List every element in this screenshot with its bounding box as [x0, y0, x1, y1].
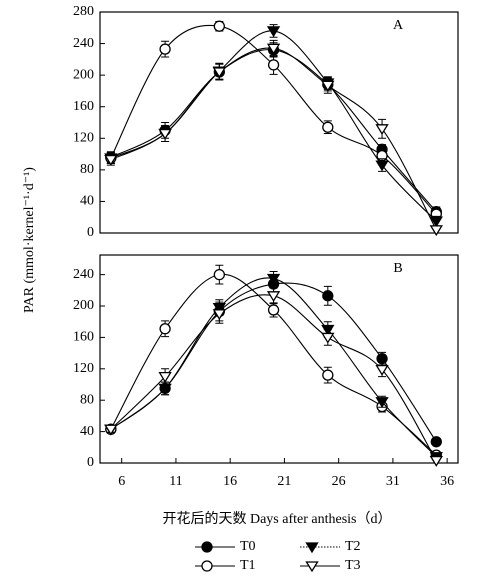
x-tick-label: 31 — [386, 474, 400, 489]
plot-frame — [99, 254, 459, 464]
x-axis-label: 开花后的天数 Days after anthesis（d） — [162, 511, 391, 527]
y-tick-label: 0 — [87, 225, 94, 240]
x-tick-label: 36 — [440, 474, 454, 489]
data-point — [266, 43, 281, 55]
y-tick-label: 200 — [73, 67, 94, 82]
data-point — [104, 154, 118, 166]
data-point — [267, 304, 280, 316]
y-tick-label: 80 — [80, 392, 94, 407]
y-tick-label: 200 — [73, 298, 94, 313]
data-point — [430, 436, 442, 448]
x-tick-label: 6 — [118, 474, 125, 489]
data-point — [213, 268, 225, 281]
series-line — [110, 47, 437, 231]
x-tick-label: 21 — [277, 474, 291, 489]
data-point — [158, 128, 172, 140]
panel-label: A — [393, 18, 404, 33]
legend-marker — [305, 542, 319, 554]
data-point — [375, 160, 389, 172]
data-point — [267, 59, 280, 71]
data-point — [429, 455, 443, 467]
data-point — [375, 364, 389, 376]
legend-label: T0 — [240, 539, 256, 554]
y-tick-label: 160 — [73, 330, 94, 345]
data-point — [212, 309, 226, 321]
y-tick-label: 120 — [73, 131, 94, 146]
data-point — [213, 20, 225, 32]
legend-label: T2 — [345, 539, 361, 554]
data-point — [159, 323, 171, 335]
data-point — [266, 273, 281, 285]
data-point — [375, 397, 389, 409]
data-point — [266, 291, 281, 303]
x-tick-label: 11 — [169, 474, 182, 489]
data-point — [321, 332, 335, 344]
data-point — [322, 369, 334, 381]
y-tick-label: 240 — [73, 36, 94, 51]
data-point — [322, 121, 334, 133]
data-point — [429, 216, 443, 228]
panel-label: B — [393, 261, 402, 276]
y-tick-label: 40 — [80, 424, 94, 439]
data-point — [375, 124, 389, 136]
y-tick-label: 120 — [73, 361, 94, 376]
series-line — [110, 294, 437, 461]
data-point — [321, 80, 335, 92]
y-axis-label: PAR (mmol·kernel⁻¹·d⁻¹) — [22, 167, 37, 313]
plot-frame — [99, 11, 459, 234]
legend-label: T3 — [345, 558, 361, 573]
data-point — [266, 26, 281, 38]
y-tick-label: 0 — [87, 455, 94, 470]
y-tick-label: 160 — [73, 99, 94, 114]
data-point — [159, 43, 171, 55]
legend-label: T1 — [240, 558, 256, 573]
x-tick-label: 16 — [223, 474, 237, 489]
data-point — [212, 67, 226, 79]
data-point — [104, 424, 118, 436]
data-point — [429, 225, 443, 237]
legend-marker — [201, 541, 213, 553]
legend-marker — [201, 560, 213, 572]
data-point — [158, 372, 172, 383]
legend-marker — [305, 561, 319, 573]
y-tick-label: 240 — [73, 267, 94, 282]
data-point — [322, 290, 334, 302]
y-tick-label: 40 — [80, 194, 94, 209]
y-tick-label: 80 — [80, 162, 94, 177]
y-tick-label: 280 — [73, 4, 94, 19]
x-tick-label: 26 — [332, 474, 346, 489]
